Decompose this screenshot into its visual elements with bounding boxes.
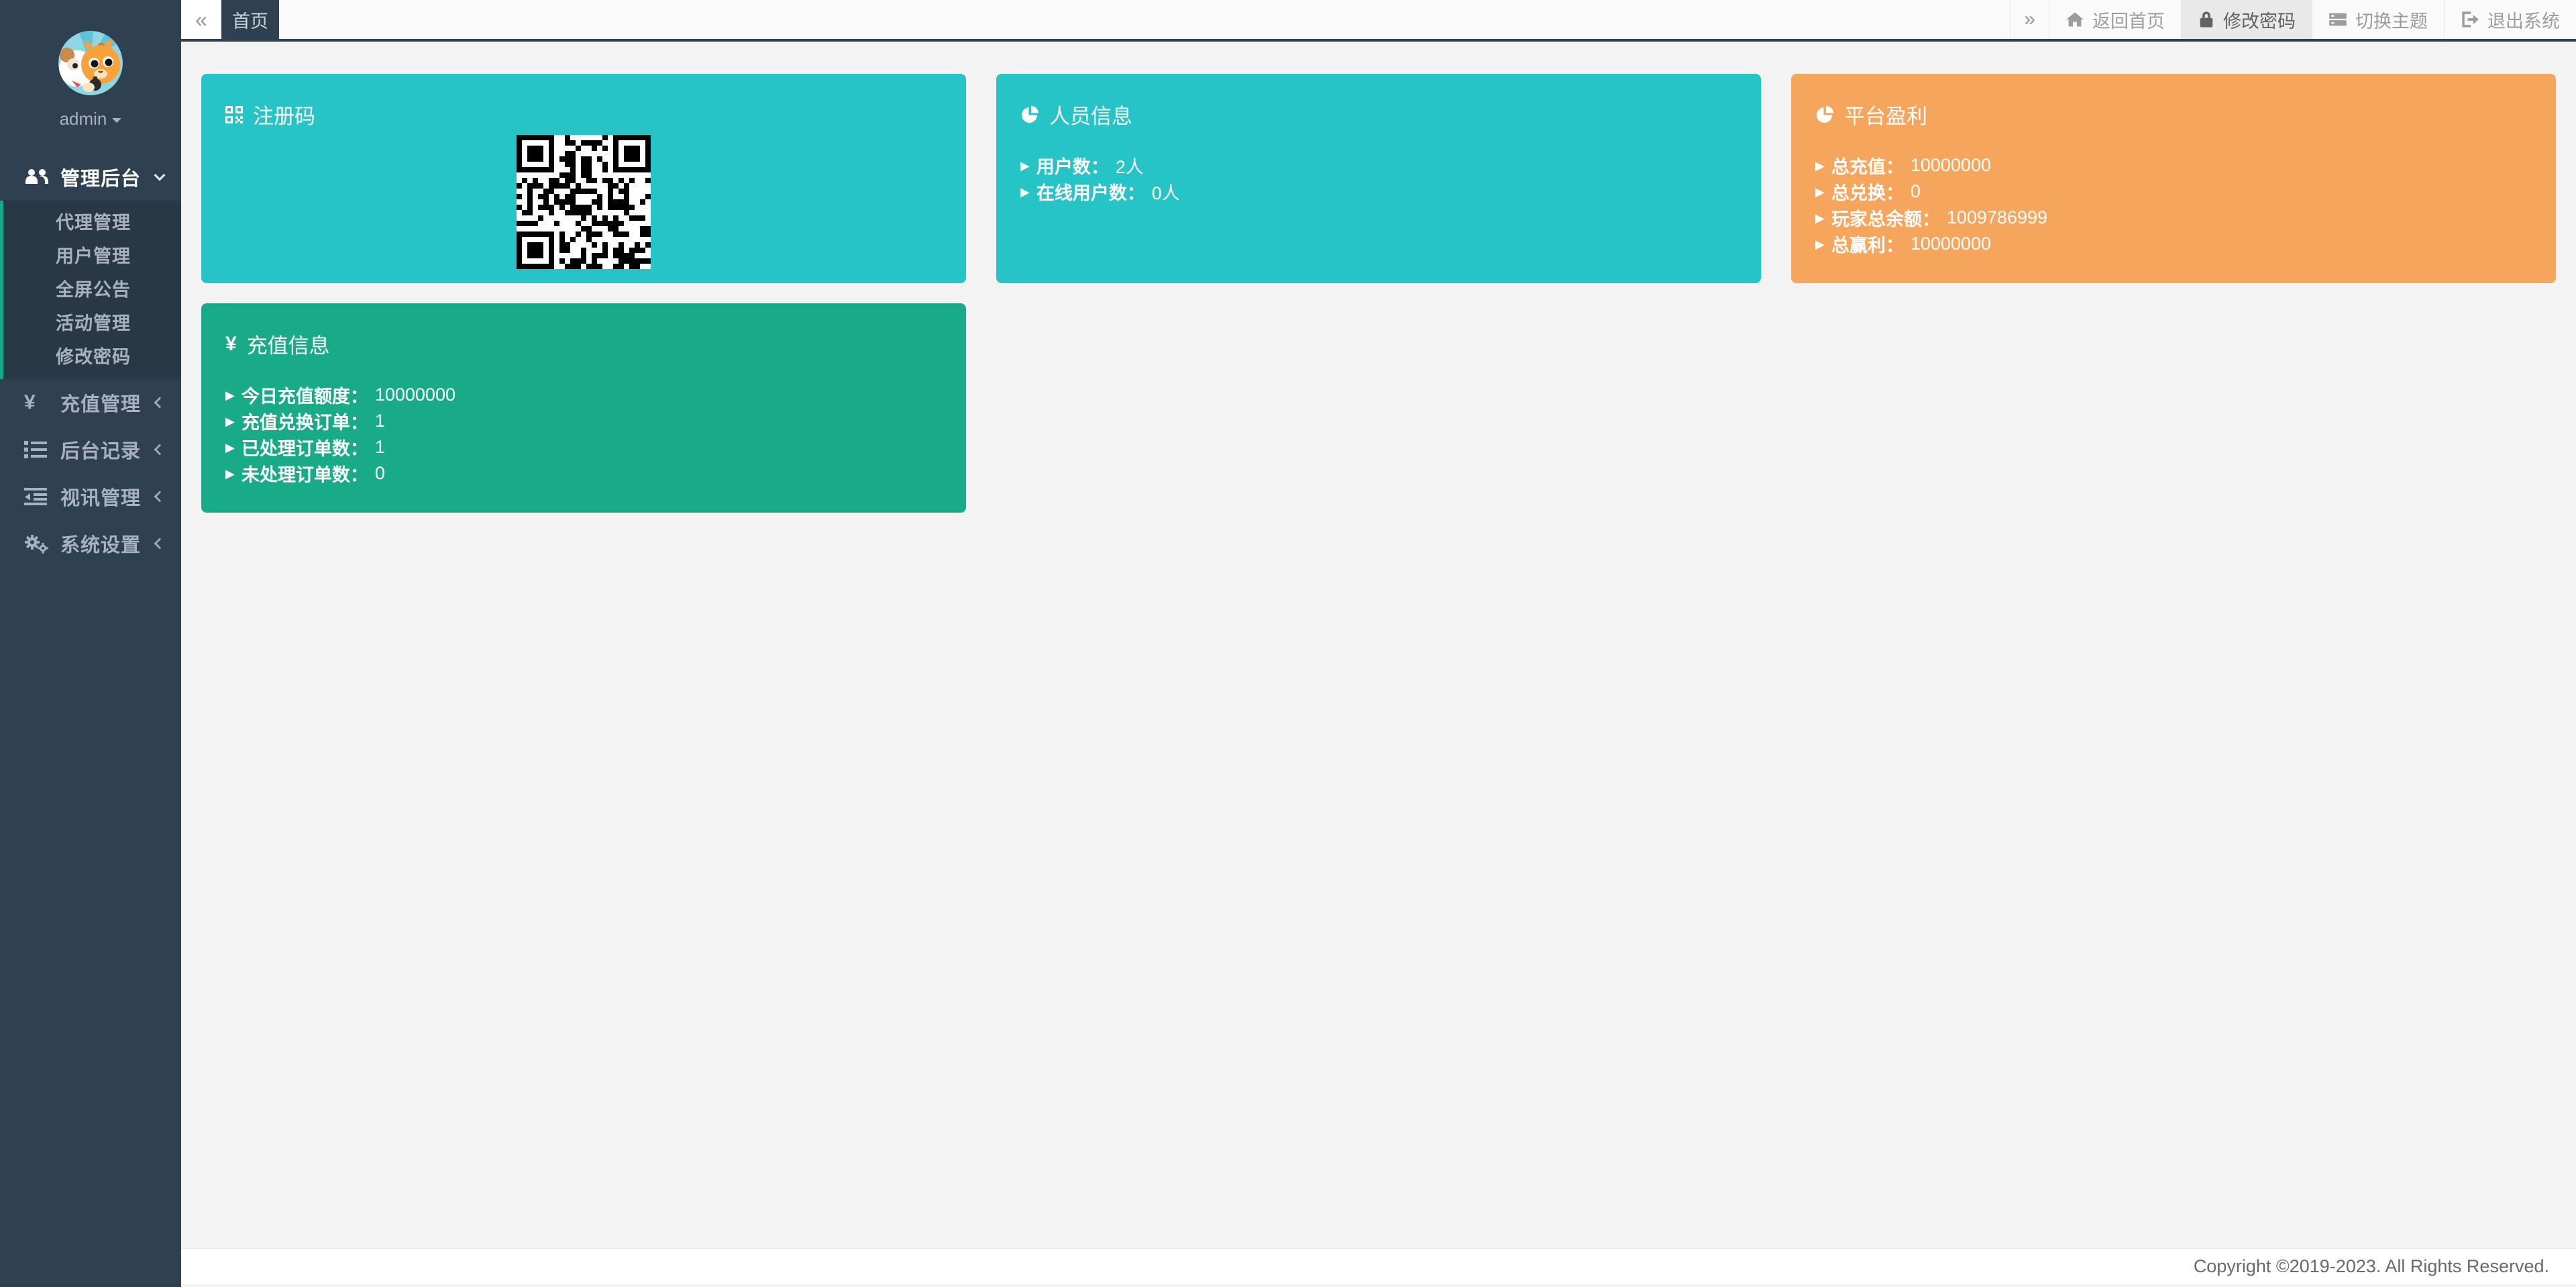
tab-home[interactable]: 首页 bbox=[221, 0, 279, 39]
caret-right-icon: ▶ bbox=[225, 414, 235, 428]
change-password-label: 修改密码 bbox=[2223, 11, 2296, 32]
stat-item: ▶ 在线用户数： 0人 bbox=[1020, 183, 1180, 203]
caret-right-icon: ▶ bbox=[225, 466, 235, 480]
caret-right-icon: ▶ bbox=[1815, 237, 1825, 251]
list-icon bbox=[24, 440, 56, 459]
card-title: 人员信息 bbox=[1020, 99, 1737, 130]
copyright-text: Copyright ©2019-2023. All Rights Reserve… bbox=[2193, 1256, 2549, 1276]
caret-right-icon: ▶ bbox=[1815, 185, 1825, 199]
card-title-label: 注册码 bbox=[253, 105, 315, 128]
sidebar-nav: 管理后台 代理管理 用户管理 全屏公告 活动管理 修改密码 ¥ 充值管理 后台记 bbox=[0, 154, 181, 567]
sidebar-item-system-settings[interactable]: 系统设置 bbox=[0, 520, 181, 567]
yen-icon: ¥ bbox=[225, 332, 237, 355]
sidebar-item-label: 后台记录 bbox=[60, 441, 142, 462]
change-password-button[interactable]: 修改密码 bbox=[2181, 0, 2312, 39]
platform-profit-card: 平台盈利 ▶ 总充值： 10000000 ▶ 总兑换： 0 ▶ 玩家总余额： 1009786… bbox=[1791, 74, 2556, 283]
personnel-info-card: 人员信息 ▶ 用户数： 2人 ▶ 在线用户数： 0人 bbox=[996, 74, 1761, 283]
sidebar-subitem-user-management[interactable]: 用户管理 bbox=[56, 246, 131, 266]
cards-row-2: ¥ 充值信息 ▶ 今日充值额度： 10000000 ▶ 充值兑换订单： 1 ▶ 已处理订单… bbox=[201, 303, 2556, 513]
sidebar: admin 管理后台 代理管理 用户管理 全屏公告 活动管理 修改密码 ¥ 充值… bbox=[0, 0, 181, 1287]
card-title-label: 人员信息 bbox=[1049, 105, 1132, 128]
cards-row-1: 注册码 人员信息 ▶ 用户数： 2人 ▶ 在线用户数： 0人 bbox=[201, 74, 2556, 283]
stat-list: ▶ 用户数： 2人 ▶ 在线用户数： 0人 bbox=[1020, 152, 1737, 205]
stat-item: ▶ 用户数： 2人 bbox=[1020, 157, 1144, 177]
sidebar-item-label: 系统设置 bbox=[60, 535, 142, 556]
sidebar-item-label: 视讯管理 bbox=[60, 488, 142, 509]
caret-right-icon: ▶ bbox=[1815, 211, 1825, 225]
pie-chart-icon bbox=[1815, 105, 1834, 124]
username-label: admin bbox=[59, 109, 107, 129]
sidebar-subitem-agent-management[interactable]: 代理管理 bbox=[56, 213, 131, 233]
stat-item: ▶ 今日充值额度： 10000000 bbox=[225, 384, 455, 407]
stat-item: ▶ 总充值： 10000000 bbox=[1815, 155, 1991, 177]
topbar: « 首页 » 返回首页 修改密码 切换主题 退出系统 bbox=[181, 0, 2576, 42]
card-title-label: 平台盈利 bbox=[1844, 105, 1927, 128]
stat-list: ▶ 今日充值额度： 10000000 ▶ 充值兑换订单： 1 ▶ 已处理订单数： 1 ▶ 未处… bbox=[225, 382, 942, 486]
users-icon bbox=[24, 167, 56, 187]
user-menu[interactable]: admin bbox=[0, 109, 181, 130]
avatar[interactable] bbox=[58, 31, 123, 95]
qr-code-image bbox=[517, 135, 651, 269]
tabs-scroll-left-button[interactable]: « bbox=[181, 0, 221, 39]
register-code-card: 注册码 bbox=[201, 74, 966, 283]
caret-right-icon: ▶ bbox=[225, 440, 235, 454]
card-title: 注册码 bbox=[225, 99, 942, 130]
sidebar-item-backend-records[interactable]: 后台记录 bbox=[0, 426, 181, 473]
chevron-left-icon bbox=[154, 444, 166, 456]
theme-icon bbox=[2329, 13, 2347, 26]
pie-chart-icon bbox=[1020, 105, 1039, 124]
sidebar-subitem-activity-management[interactable]: 活动管理 bbox=[56, 313, 131, 333]
topbar-actions: » 返回首页 修改密码 切换主题 退出系统 bbox=[2010, 0, 2576, 39]
home-icon bbox=[2066, 12, 2084, 27]
caret-right-icon: ▶ bbox=[1020, 185, 1030, 199]
card-title: 平台盈利 bbox=[1815, 99, 2532, 130]
sidebar-item-label: 管理后台 bbox=[60, 168, 142, 190]
tabs-scroll-right-button[interactable]: » bbox=[2010, 0, 2049, 39]
sidebar-item-label: 充值管理 bbox=[60, 394, 142, 415]
switch-theme-button[interactable]: 切换主题 bbox=[2312, 0, 2444, 39]
sidebar-subitem-fullscreen-announcement[interactable]: 全屏公告 bbox=[56, 280, 131, 300]
sidebar-item-recharge-management[interactable]: ¥ 充值管理 bbox=[0, 379, 181, 426]
sign-out-icon bbox=[2462, 11, 2479, 28]
qr-code bbox=[225, 135, 942, 269]
stat-item: ▶ 充值兑换订单： 1 bbox=[225, 411, 385, 433]
card-title-label: 充值信息 bbox=[246, 334, 330, 358]
stat-item: ▶ 未处理订单数： 0 bbox=[225, 463, 385, 485]
lock-icon bbox=[2200, 11, 2213, 28]
recharge-info-card: ¥ 充值信息 ▶ 今日充值额度： 10000000 ▶ 充值兑换订单： 1 ▶ 已处理订单… bbox=[201, 303, 966, 513]
back-home-button[interactable]: 返回首页 bbox=[2049, 0, 2181, 39]
caret-down-icon bbox=[112, 118, 122, 127]
stat-item: ▶ 玩家总余额： 1009786999 bbox=[1815, 207, 2048, 229]
stat-item: ▶ 总兑换： 0 bbox=[1815, 181, 1921, 203]
yen-icon: ¥ bbox=[24, 391, 36, 413]
profile-block: admin bbox=[0, 0, 181, 130]
avatar-image bbox=[58, 31, 123, 95]
stat-item: ▶ 已处理订单数： 1 bbox=[225, 437, 385, 459]
chevron-left-icon bbox=[154, 491, 166, 503]
sidebar-item-video-management[interactable]: 视讯管理 bbox=[0, 473, 181, 520]
main-content: 注册码 人员信息 ▶ 用户数： 2人 ▶ 在线用户数： 0人 bbox=[181, 44, 2576, 1245]
admin-submenu: 代理管理 用户管理 全屏公告 活动管理 修改密码 bbox=[0, 201, 181, 379]
logout-button[interactable]: 退出系统 bbox=[2444, 0, 2576, 39]
logout-label: 退出系统 bbox=[2487, 11, 2560, 32]
footer: Copyright ©2019-2023. All Rights Reserve… bbox=[181, 1248, 2576, 1284]
card-title: ¥ 充值信息 bbox=[225, 329, 942, 359]
caret-right-icon: ▶ bbox=[225, 388, 235, 402]
qrcode-icon bbox=[225, 105, 243, 123]
back-home-label: 返回首页 bbox=[2092, 11, 2165, 32]
gears-icon bbox=[24, 533, 56, 554]
sidebar-item-admin-backend[interactable]: 管理后台 bbox=[0, 154, 181, 201]
chevron-left-icon bbox=[154, 537, 166, 550]
switch-theme-label: 切换主题 bbox=[2355, 11, 2428, 32]
sidebar-subitem-change-password[interactable]: 修改密码 bbox=[56, 347, 131, 367]
caret-right-icon: ▶ bbox=[1020, 158, 1030, 172]
stat-item: ▶ 总赢利： 10000000 bbox=[1815, 234, 1991, 256]
outdent-icon bbox=[24, 487, 56, 506]
chevron-left-icon bbox=[154, 397, 166, 409]
chevron-down-icon bbox=[154, 169, 166, 181]
stat-list: ▶ 总充值： 10000000 ▶ 总兑换： 0 ▶ 玩家总余额： 1009786999 ▶… bbox=[1815, 152, 2532, 257]
caret-right-icon: ▶ bbox=[1815, 158, 1825, 172]
